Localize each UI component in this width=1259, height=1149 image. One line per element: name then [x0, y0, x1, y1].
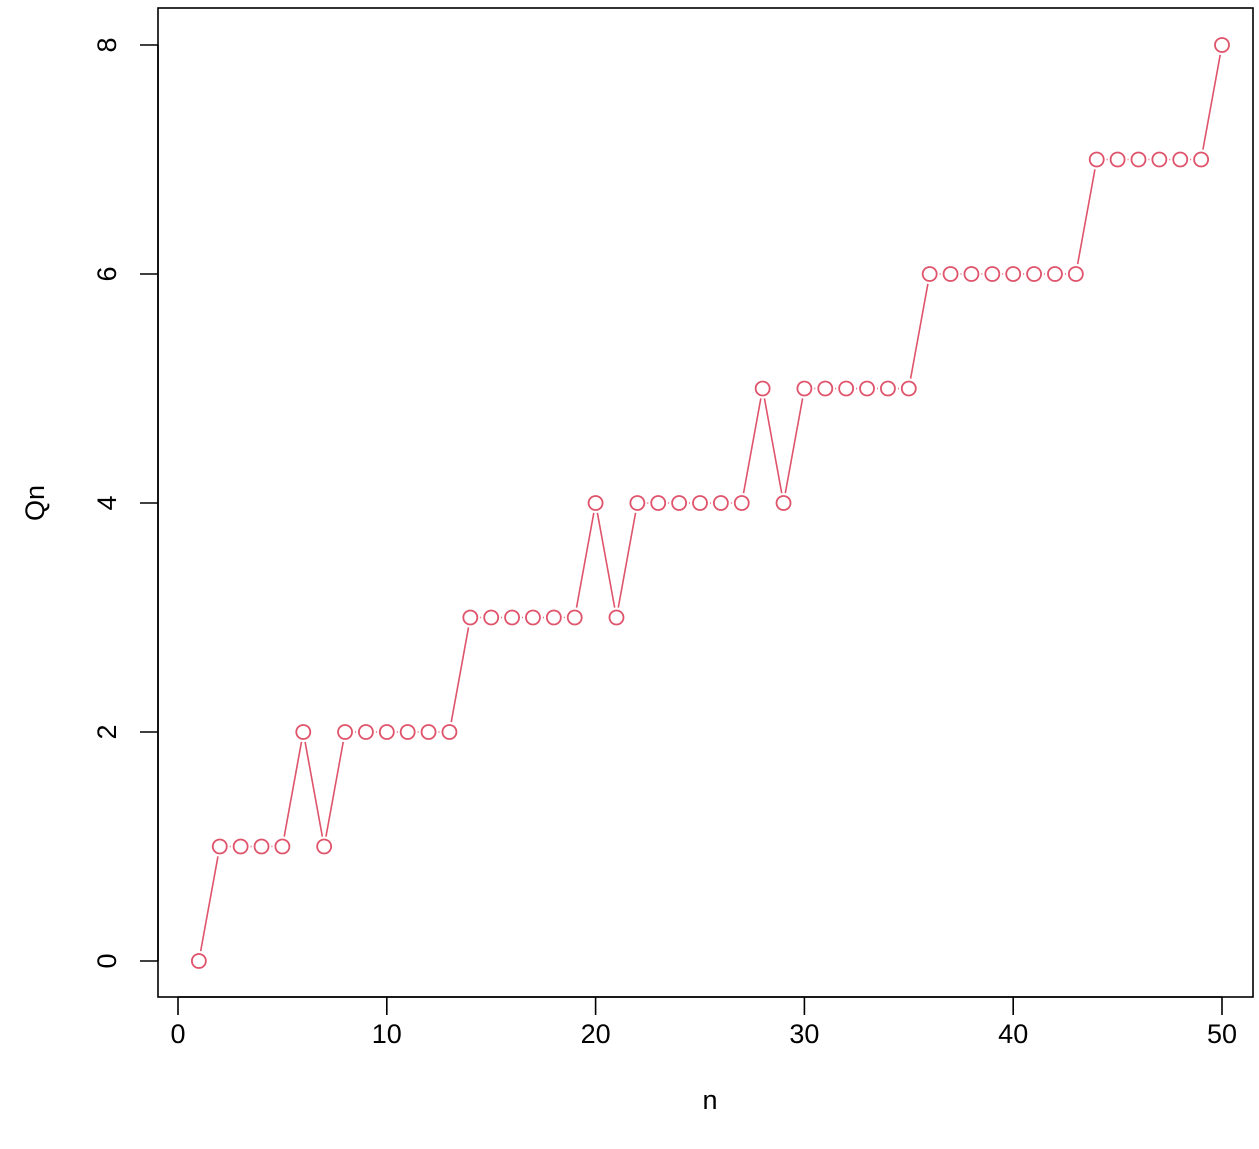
data-point — [1193, 151, 1210, 168]
data-point — [963, 266, 980, 282]
data-point — [629, 495, 646, 511]
plot-box — [157, 7, 1254, 998]
y-tick-label: 2 — [92, 724, 122, 739]
data-point — [232, 838, 249, 855]
series-segment — [909, 283, 929, 379]
y-axis-label: Qn — [20, 485, 50, 521]
data-point — [337, 724, 353, 740]
series-segment — [617, 512, 637, 608]
x-tick-label: 30 — [789, 1019, 819, 1049]
data-point — [420, 724, 437, 740]
data-point — [525, 609, 541, 626]
series-segment — [575, 512, 595, 608]
data-point — [1067, 266, 1084, 282]
data-point — [754, 380, 771, 397]
data-point — [1109, 151, 1126, 168]
series-segment — [742, 398, 762, 494]
data-point — [921, 266, 938, 282]
data-point — [1005, 266, 1022, 282]
data-point — [900, 380, 917, 397]
data-point — [190, 953, 207, 969]
data-point — [1151, 151, 1168, 168]
data-point — [775, 495, 792, 511]
data-point — [712, 495, 729, 511]
x-tick-label: 20 — [581, 1019, 611, 1049]
series-segment — [325, 741, 345, 837]
y-tick-label: 0 — [92, 953, 122, 968]
data-point — [692, 495, 708, 511]
series-segment — [596, 512, 616, 608]
data-point — [984, 266, 1001, 282]
data-point — [1088, 151, 1105, 168]
x-tick-label: 0 — [170, 1019, 185, 1049]
data-point — [608, 609, 625, 626]
series-segment — [1202, 54, 1221, 150]
y-tick-label: 8 — [92, 37, 122, 52]
data-point — [1130, 151, 1147, 168]
y-axis: 0 2 4 6 8 — [92, 37, 159, 969]
series-segment — [784, 398, 804, 494]
data-point — [545, 609, 562, 626]
x-tick-label: 40 — [998, 1019, 1028, 1049]
data-point — [838, 380, 855, 397]
x-axis: 0 10 20 30 40 50 — [170, 996, 1237, 1049]
data-point — [441, 724, 458, 740]
data-point — [462, 609, 479, 626]
data-point — [295, 724, 312, 740]
data-point — [733, 495, 750, 511]
series-layer — [190, 37, 1230, 969]
data-point — [316, 838, 333, 855]
data-point — [504, 609, 520, 626]
data-point — [399, 724, 416, 740]
data-point — [796, 380, 813, 397]
data-point — [671, 495, 688, 511]
x-tick-label: 50 — [1207, 1019, 1237, 1049]
data-point — [378, 724, 395, 740]
data-point — [358, 724, 374, 740]
data-point — [880, 380, 896, 397]
data-point — [211, 838, 228, 855]
y-tick-label: 4 — [92, 495, 122, 510]
series-segment — [1076, 169, 1096, 265]
data-point — [1172, 151, 1189, 168]
x-tick-label: 10 — [372, 1019, 402, 1049]
data-point — [1214, 37, 1230, 53]
data-point — [1026, 266, 1042, 282]
data-point — [274, 838, 291, 855]
data-point — [483, 609, 500, 626]
data-point — [253, 838, 270, 855]
data-point — [817, 380, 834, 397]
data-point — [587, 495, 604, 511]
series-segment — [283, 741, 303, 837]
y-tick-label: 6 — [92, 266, 122, 281]
data-point — [566, 609, 583, 626]
series-segment — [450, 627, 470, 723]
data-point — [650, 495, 667, 511]
data-point — [942, 266, 959, 282]
x-axis-label: n — [702, 1085, 717, 1115]
series-segment — [304, 741, 324, 837]
series-segment — [763, 398, 783, 494]
data-point — [1047, 266, 1063, 282]
data-point — [859, 380, 875, 397]
series-segment — [199, 856, 219, 952]
